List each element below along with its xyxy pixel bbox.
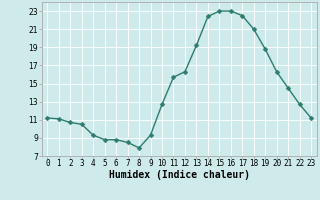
X-axis label: Humidex (Indice chaleur): Humidex (Indice chaleur) xyxy=(109,170,250,180)
